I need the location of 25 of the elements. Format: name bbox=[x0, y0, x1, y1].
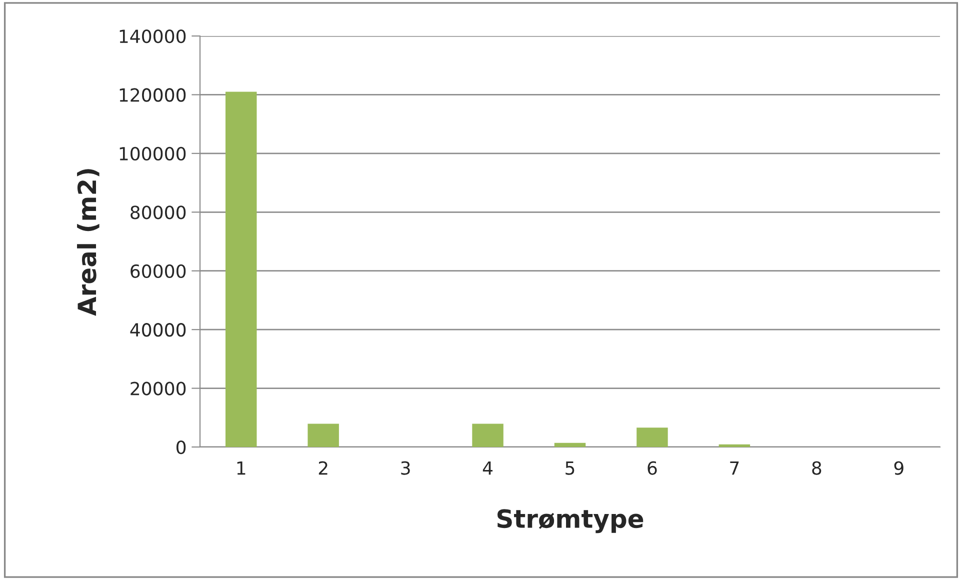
y-axis-title: Areal (m2) bbox=[77, 169, 100, 316]
y-tick-label: 120000 bbox=[120, 88, 186, 102]
bar bbox=[472, 424, 504, 447]
y-tick-label: 0 bbox=[176, 440, 186, 454]
x-tick-label: 7 bbox=[730, 461, 739, 475]
bar bbox=[718, 444, 750, 447]
y-tick-label: 40000 bbox=[130, 323, 186, 337]
x-tick-label: 1 bbox=[237, 461, 246, 475]
y-tick-label: 140000 bbox=[120, 29, 186, 44]
bar bbox=[225, 92, 257, 447]
y-tick-label: 80000 bbox=[130, 206, 186, 220]
y-tick-label: 20000 bbox=[130, 382, 186, 396]
x-tick-label: 3 bbox=[401, 461, 410, 475]
x-tick-label: 4 bbox=[482, 461, 493, 475]
x-axis-title: Strømtype bbox=[497, 509, 644, 534]
x-tick-label: 9 bbox=[894, 461, 904, 475]
bar bbox=[554, 442, 586, 447]
x-tick-label: 2 bbox=[318, 461, 328, 475]
x-tick-label: 6 bbox=[648, 461, 657, 475]
y-tick-label: 100000 bbox=[120, 146, 186, 161]
bar bbox=[308, 424, 339, 447]
bar bbox=[636, 428, 668, 447]
x-tick-label: 5 bbox=[566, 461, 574, 475]
y-tick-label: 60000 bbox=[130, 264, 186, 278]
x-tick-label: 8 bbox=[812, 461, 822, 475]
